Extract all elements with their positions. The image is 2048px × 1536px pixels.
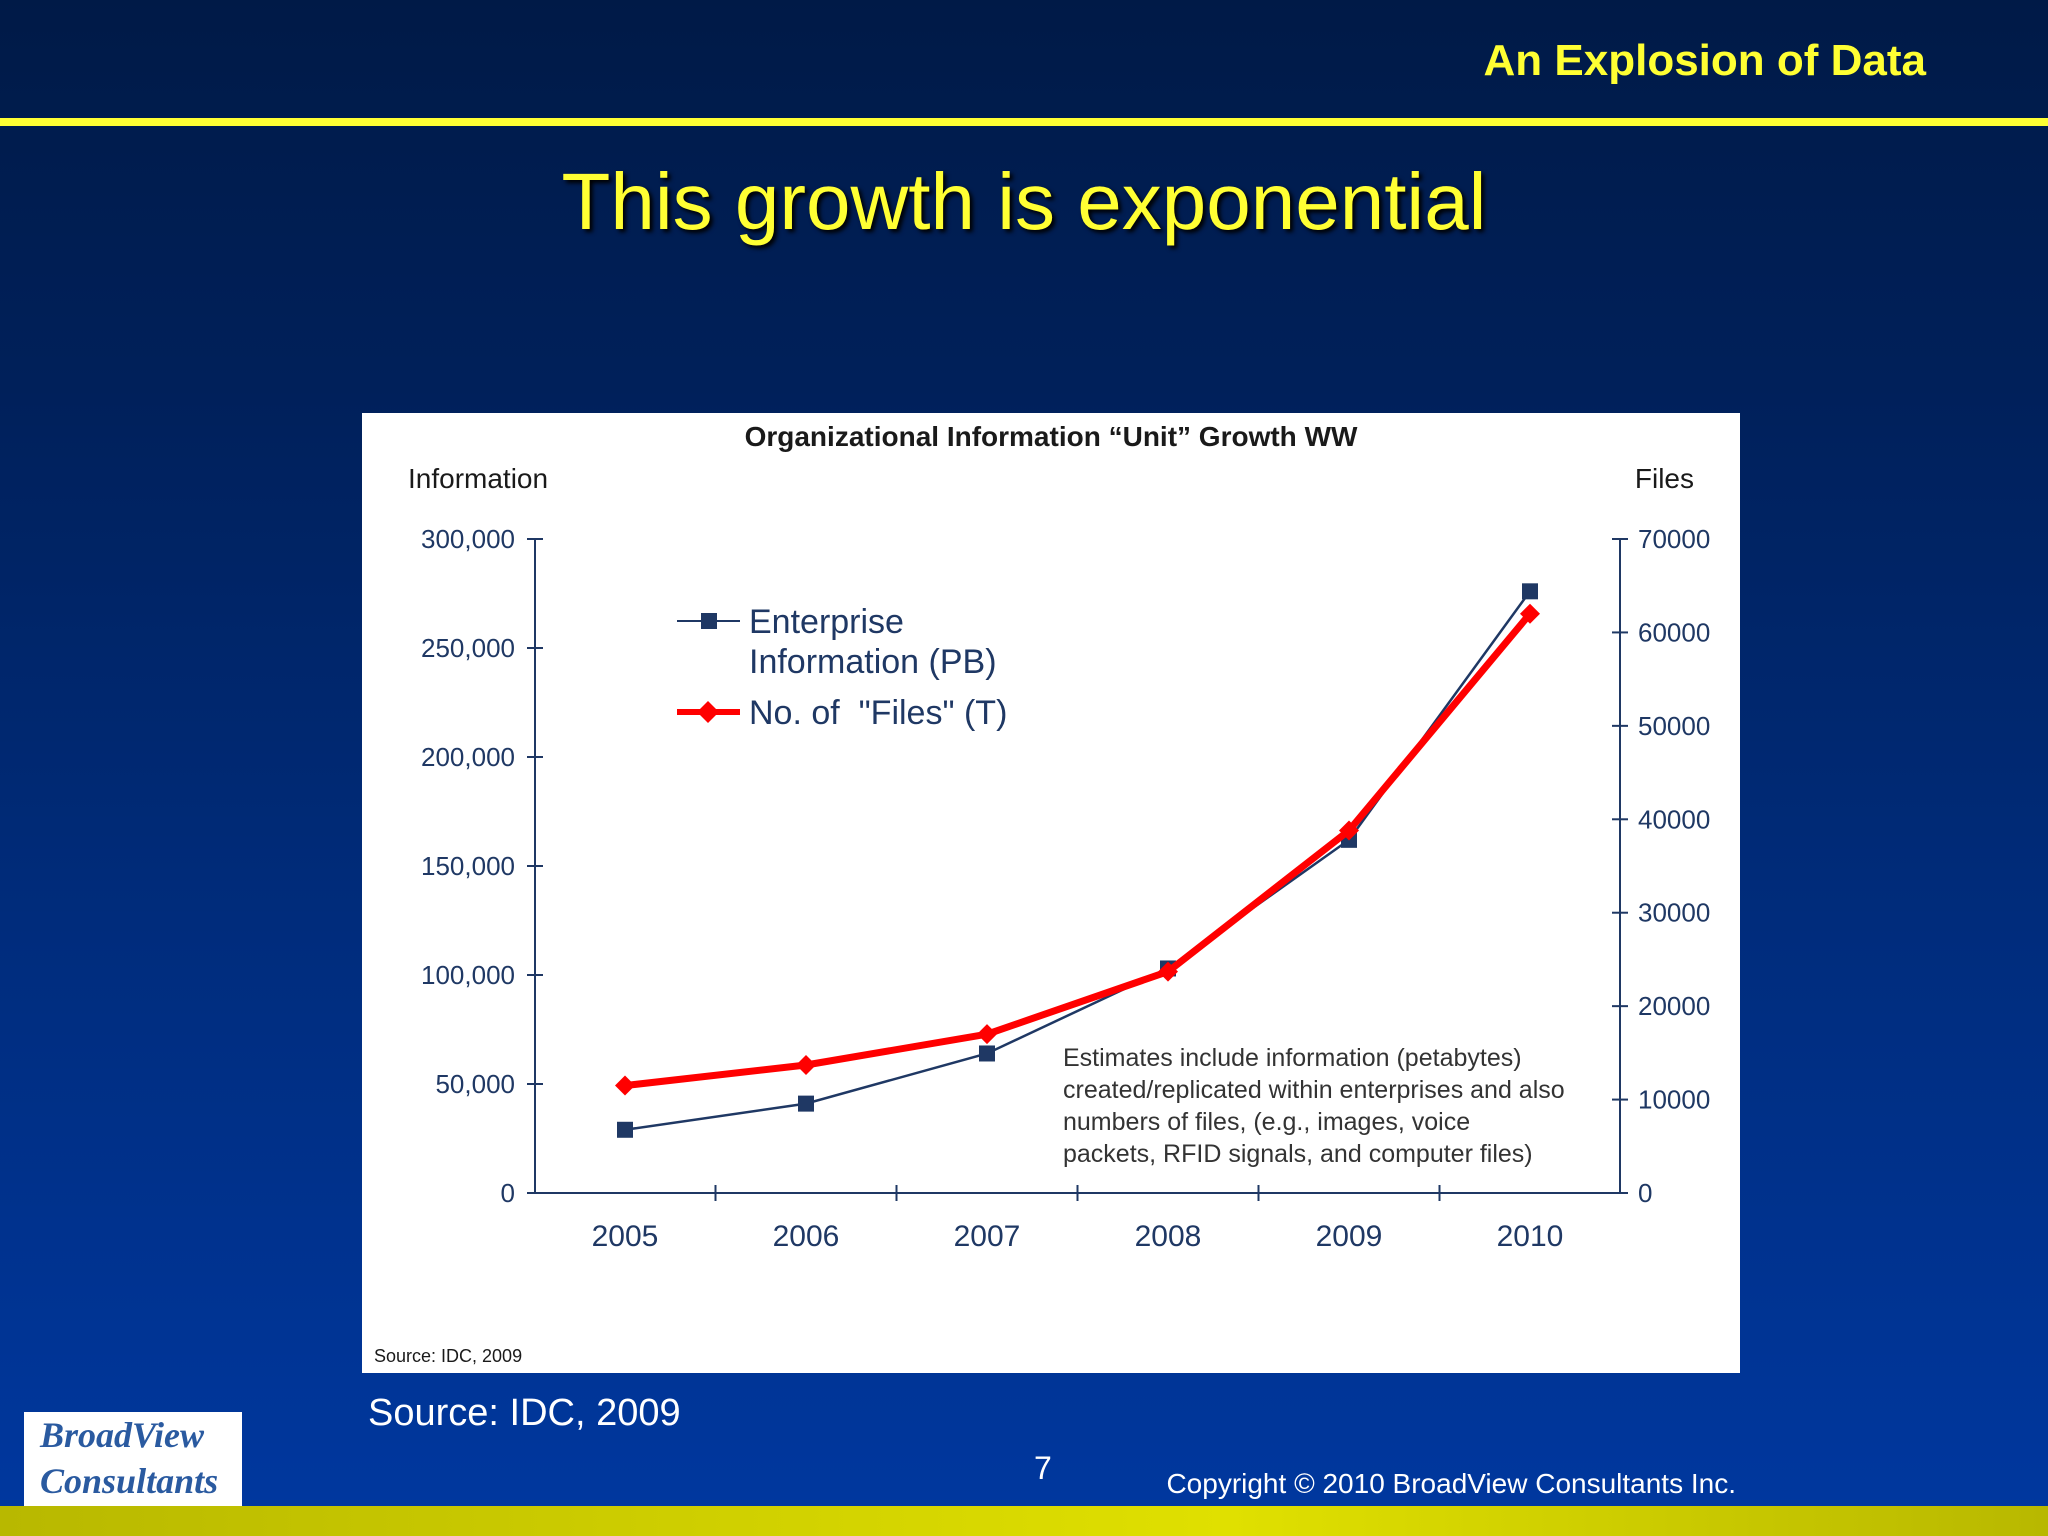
y-tick-label: 150,000 <box>421 851 515 881</box>
y2-tick-label: 60000 <box>1638 617 1710 647</box>
header-rule <box>0 118 2048 126</box>
annotation-line-3: numbers of files, (e.g., images, voice <box>1063 1108 1470 1136</box>
annotation-line-2: created/replicated within enterprises an… <box>1063 1076 1565 1104</box>
data-point-enterprise-information <box>979 1045 995 1062</box>
data-point-files <box>796 1055 816 1076</box>
legend-info-label-1: Enterprise <box>749 603 904 641</box>
y-tick-label: 200,000 <box>421 742 515 772</box>
x-tick-label: 2006 <box>773 1220 840 1253</box>
slide-title: This growth is exponential <box>561 157 1487 246</box>
growth-chart: Organizational Information “Unit” Growth… <box>374 421 1710 1366</box>
header-title: An Explosion of Data <box>1483 36 1926 85</box>
data-point-files <box>1520 603 1540 624</box>
x-tick-label: 2010 <box>1497 1220 1564 1253</box>
page-number: 7 <box>1034 1450 1052 1486</box>
y2-tick-label: 10000 <box>1638 1085 1710 1115</box>
chart-annotation: Estimates include information (petabytes… <box>1063 1044 1565 1168</box>
y2-tick-label: 20000 <box>1638 991 1710 1021</box>
data-point-enterprise-information <box>1522 583 1538 600</box>
x-tick-label: 2009 <box>1316 1220 1383 1253</box>
y-tick-label: 300,000 <box>421 524 515 554</box>
copyright-text: Copyright © 2010 BroadView Consultants I… <box>1166 1468 1736 1499</box>
y2-tick-label: 50000 <box>1638 711 1710 741</box>
data-point-files <box>977 1024 997 1045</box>
y2-tick-label: 30000 <box>1638 898 1710 928</box>
legend-files-label: No. of "Files" (T) <box>749 694 1007 732</box>
logo-line-1: BroadView <box>40 1415 205 1455</box>
y-tick-label: 0 <box>501 1178 515 1208</box>
chart-source: Source: IDC, 2009 <box>374 1346 522 1366</box>
footer-bar <box>0 1506 2048 1536</box>
source-caption: Source: IDC, 2009 <box>368 1392 681 1434</box>
legend-info-label-2: Information (PB) <box>749 643 997 681</box>
data-point-enterprise-information <box>798 1095 814 1112</box>
series-line-files <box>624 611 1533 1090</box>
y2-tick-label: 40000 <box>1638 804 1710 834</box>
x-tick-label: 2005 <box>592 1220 659 1253</box>
company-logo: BroadView Consultants <box>24 1412 242 1508</box>
data-point-files <box>1158 961 1178 982</box>
y-tick-label: 100,000 <box>421 960 515 990</box>
annotation-line-1: Estimates include information (petabytes… <box>1063 1044 1522 1072</box>
y-tick-label: 50,000 <box>435 1069 515 1099</box>
y2-tick-label: 0 <box>1638 1178 1652 1208</box>
logo-line-2: Consultants <box>40 1461 219 1501</box>
chart-title: Organizational Information “Unit” Growth… <box>745 421 1358 452</box>
y-tick-label: 250,000 <box>421 633 515 663</box>
data-point-enterprise-information <box>617 1121 633 1138</box>
legend-info-marker <box>701 613 717 629</box>
x-tick-label: 2007 <box>954 1220 1021 1253</box>
annotation-line-4: packets, RFID signals, and computer file… <box>1063 1140 1533 1168</box>
data-point-files <box>615 1075 635 1096</box>
data-point-files <box>1339 820 1359 841</box>
y2-axis-label: Files <box>1635 463 1694 494</box>
legend-files-marker <box>697 701 719 723</box>
x-tick-label: 2008 <box>1135 1220 1202 1253</box>
chart-panel: Organizational Information “Unit” Growth… <box>362 413 1740 1373</box>
y2-tick-label: 70000 <box>1638 524 1710 554</box>
chart-legend: Enterprise Information (PB) No. of "File… <box>677 603 1007 732</box>
y-axis-label: Information <box>408 463 548 494</box>
